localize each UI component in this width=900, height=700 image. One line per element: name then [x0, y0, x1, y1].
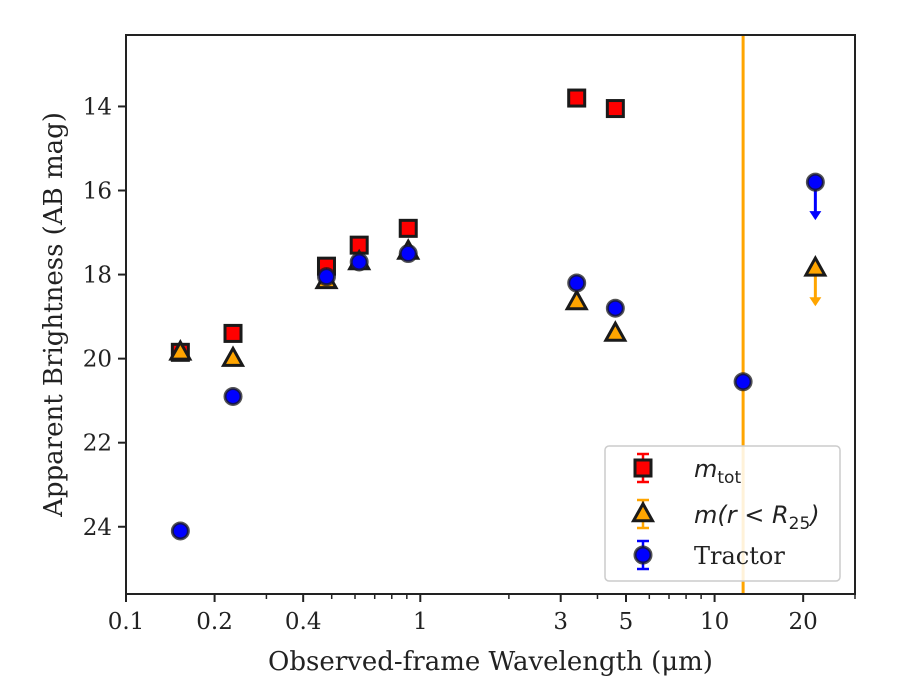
data-point-circle [567, 273, 587, 293]
legend-marker-triangle [630, 500, 656, 523]
y-tick-label: 20 [83, 347, 112, 373]
upper-limit-point-circle [805, 172, 825, 192]
data-point-circle [170, 521, 190, 541]
x-tick-label: 0.4 [285, 609, 322, 635]
legend-marker-square [633, 458, 653, 478]
x-tick-label: 10 [700, 609, 729, 635]
y-tick-label: 22 [83, 431, 112, 457]
data-point-circle [605, 298, 625, 318]
x-tick-label: 0.1 [108, 609, 145, 635]
plot-frame [125, 34, 856, 595]
y-axis-label: Apparent Brightness (AB mag) [39, 112, 69, 518]
x-tick-label: 20 [789, 609, 818, 635]
data-point-triangle [603, 320, 628, 342]
y-tick-label: 18 [83, 263, 112, 289]
x-tick-label: 0.2 [196, 609, 233, 635]
legend-entry-label: m(r < R25) [694, 501, 820, 534]
series-circle [170, 172, 825, 541]
legend-entry-label: mtot [694, 455, 741, 488]
data-point-triangle [168, 339, 193, 361]
data-point-square [223, 323, 243, 343]
x-tick-label: 1 [413, 609, 428, 635]
x-tick-label: 3 [553, 609, 568, 635]
upper-limit-arrow-head [809, 211, 822, 221]
series-triangle [168, 238, 828, 367]
y-axis-ticks: 14 16 18 20 22 24 [83, 94, 126, 541]
data-point-circle [398, 244, 418, 264]
data-point-triangle [220, 345, 246, 367]
y-tick-label: 24 [83, 515, 112, 541]
data-point-triangle [564, 288, 589, 311]
legend: mtot m(r < R25) Tractor [604, 445, 841, 582]
upper-limit-arrow-head [809, 297, 822, 307]
x-axis-label: Observed-frame Wavelength (μm) [268, 647, 713, 677]
data-point-circle [733, 372, 753, 392]
y-tick-label: 16 [83, 179, 112, 205]
plot-content [168, 35, 828, 594]
data-point-square [605, 99, 625, 119]
data-point-circle [316, 267, 336, 287]
x-axis-ticks: 0.1 0.2 0.4 1 3 5 10 20 [108, 594, 856, 635]
data-point-circle [223, 386, 243, 406]
upper-limit-point-triangle [803, 254, 828, 277]
data-point-circle [349, 252, 369, 272]
legend-marker-circle [633, 545, 653, 565]
legend-entry-label: Tractor [694, 542, 785, 570]
data-point-square [398, 218, 418, 238]
data-point-square [567, 88, 587, 108]
y-tick-label: 14 [83, 94, 112, 120]
x-tick-label: 5 [619, 609, 634, 635]
series-square [170, 88, 625, 362]
legend-frame [604, 445, 841, 582]
